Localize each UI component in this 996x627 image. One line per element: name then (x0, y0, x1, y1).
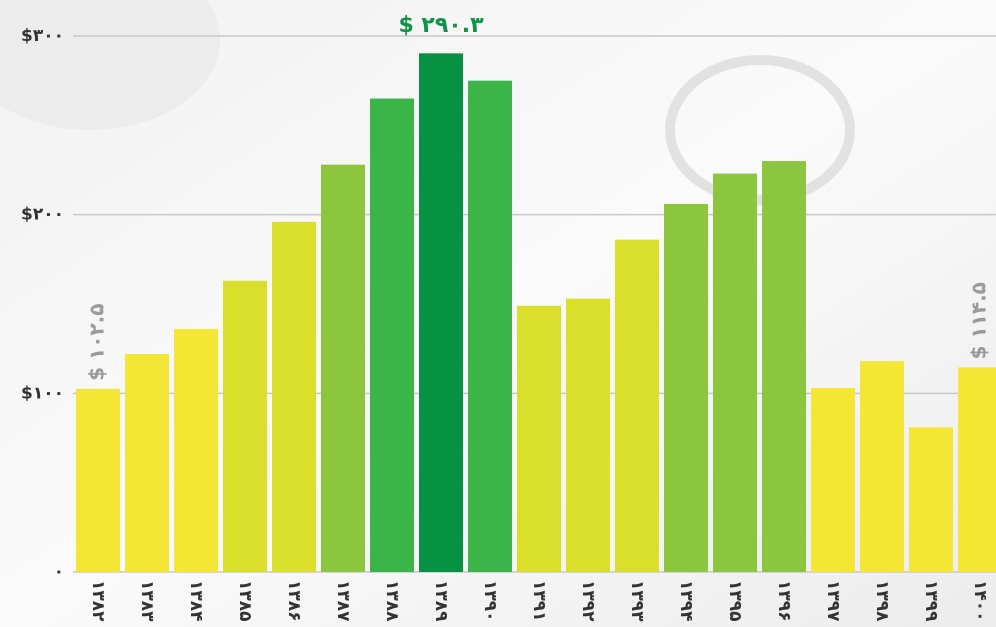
x-tick-label: ۱۳۸۸ (382, 580, 402, 622)
x-tick-label: ۱۳۹۷ (823, 580, 843, 622)
bar (958, 367, 996, 572)
value-label: $ ۲۹۰.۳ (398, 13, 484, 38)
x-tick-label: ۱۳۸۵ (235, 580, 255, 622)
bar (517, 305, 561, 572)
bar (370, 98, 414, 573)
x-tick-label: ۱۴۰۰ (970, 580, 990, 622)
x-tick-label: ۱۳۹۸ (872, 580, 892, 622)
background-decoration (665, 55, 855, 205)
x-tick-label: ۱۳۹۹ (921, 580, 941, 622)
bar (664, 203, 708, 573)
bar (909, 427, 953, 572)
x-tick-label: ۱۳۹۰ (480, 580, 500, 622)
bar (860, 361, 904, 572)
y-tick-label: ۰ (54, 562, 64, 582)
y-tick-label: $۲۰۰ (21, 205, 64, 225)
x-tick-label: ۱۳۸۴ (186, 580, 206, 622)
bar (566, 298, 610, 572)
x-tick-label: ۱۳۸۳ (137, 580, 157, 622)
x-tick-label: ۱۳۹۲ (578, 580, 598, 622)
x-tick-label: ۱۳۹۶ (774, 580, 794, 622)
y-tick-label: $۳۰۰ (21, 26, 64, 46)
value-label: $ ۱۰۲.۵ (85, 304, 109, 381)
x-tick-label: ۱۳۸۹ (431, 580, 451, 622)
background-decoration (0, 0, 220, 130)
bar (419, 53, 463, 572)
bar (223, 280, 267, 572)
x-tick-label: ۱۳۸۶ (284, 580, 304, 622)
y-tick-label: $۱۰۰ (21, 383, 64, 403)
x-tick-label: ۱۳۹۱ (529, 580, 549, 622)
bar (468, 80, 512, 573)
bar (713, 173, 757, 572)
x-tick-label: ۱۳۹۵ (725, 580, 745, 622)
bar (762, 161, 806, 573)
x-tick-label: ۱۳۹۴ (676, 580, 696, 622)
x-tick-label: ۱۳۹۳ (627, 580, 647, 622)
bar (272, 221, 316, 572)
x-tick-label: ۱۳۸۲ (88, 580, 108, 622)
bar (174, 329, 218, 572)
bar (811, 387, 855, 572)
x-tick-label: ۱۳۸۷ (333, 580, 353, 622)
bar (321, 164, 365, 572)
value-label: $ ۱۱۴.۵ (967, 282, 991, 359)
bar (125, 354, 169, 572)
bar (76, 388, 120, 572)
bar (615, 239, 659, 572)
